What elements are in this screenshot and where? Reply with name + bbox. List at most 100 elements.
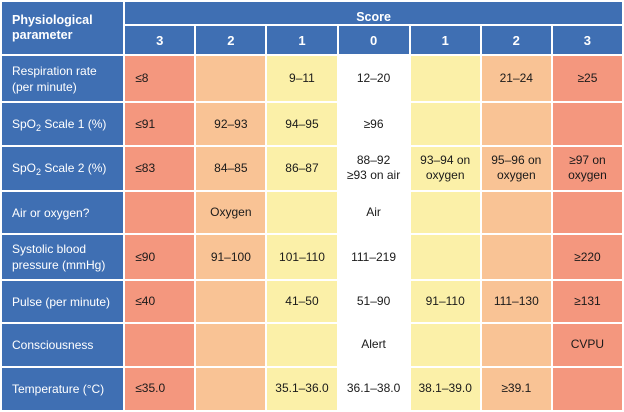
score-column-1-high: 1 — [410, 26, 480, 54]
row-label-pulse: Pulse (per minute) — [2, 280, 124, 323]
table-cell: 91–110 — [410, 280, 480, 323]
table-cell: 95–96 on oxygen — [481, 146, 551, 191]
table-cell — [481, 103, 551, 145]
table-cell: 92–93 — [196, 103, 266, 145]
table-cell: ≤90 — [125, 235, 195, 279]
table-row-spo2-scale-2: SpO2 Scale 2 (%) ≤83 84–85 86–87 88–92 ≥… — [2, 146, 622, 191]
table-cell: 21–24 — [481, 56, 551, 102]
table-cell: 91–100 — [196, 235, 266, 279]
table-cell: 93–94 on oxygen — [410, 146, 480, 191]
row-label-temperature: Temperature (°C) — [2, 367, 124, 410]
table-row-air-or-oxygen: Air or oxygen? Oxygen Air — [2, 192, 622, 234]
score-column-3-high: 3 — [552, 26, 622, 54]
table-cell: ≥25 — [552, 56, 622, 102]
table-cell: ≤8 — [125, 56, 195, 102]
table-cell — [267, 192, 337, 234]
row-label-line: pressure (mmHg) — [12, 258, 106, 273]
row-label-line: Air or oxygen? — [12, 205, 90, 220]
table-cell — [481, 192, 551, 234]
row-label-subscript: 2 — [36, 167, 42, 178]
score-columns-row: 3 2 1 0 1 2 3 — [2, 26, 622, 54]
score-column-1-low: 1 — [267, 26, 337, 54]
table-cell: ≥220 — [552, 235, 622, 279]
table-cell — [552, 367, 622, 410]
table-cell: 36.1–38.0 — [338, 367, 409, 410]
score-column-3-low: 3 — [125, 26, 195, 54]
table-cell: 9–11 — [267, 56, 337, 102]
table-row-consciousness: Consciousness Alert CVPU — [2, 324, 622, 366]
row-label-rest: Scale 2 (%) — [41, 161, 107, 176]
table-cell: ≥39.1 — [481, 367, 551, 410]
table-cell: 12–20 — [338, 56, 409, 102]
parameter-column-header: Physiological parameter — [2, 2, 124, 54]
row-label-spo2-scale-1: SpO2 Scale 1 (%) — [2, 103, 124, 145]
table-cell: CVPU — [552, 324, 622, 366]
table-cell — [410, 56, 480, 102]
table-cell: 51–90 — [338, 280, 409, 323]
row-label-line: (per minute) — [12, 79, 77, 94]
table-row-pulse: Pulse (per minute) ≤40 41–50 51–90 91–11… — [2, 280, 622, 323]
parameter-header-line: Physiological — [12, 13, 93, 27]
table-cell: Oxygen — [196, 192, 266, 234]
table-row-systolic-blood-pressure: Systolic blood pressure (mmHg) ≤90 91–10… — [2, 235, 622, 279]
table-cell — [196, 367, 266, 410]
table-cell: 84–85 — [196, 146, 266, 191]
table-cell: Air — [338, 192, 409, 234]
table-cell: ≤35.0 — [125, 367, 195, 410]
table-cell: 111–130 — [481, 280, 551, 323]
score-column-0: 0 — [338, 26, 409, 54]
table-cell — [410, 192, 480, 234]
table-cell: 94–95 — [267, 103, 337, 145]
table-cell — [552, 192, 622, 234]
row-label-line: Consciousness — [12, 337, 94, 352]
row-label-subscript: 2 — [36, 123, 42, 134]
table-cell — [481, 235, 551, 279]
row-label-line: Pulse (per minute) — [12, 294, 111, 309]
table-cell: 111–219 — [338, 235, 409, 279]
score-column-2-high: 2 — [481, 26, 551, 54]
row-label-line: Systolic blood — [12, 242, 87, 257]
table-cell: ≥97 on oxygen — [552, 146, 622, 191]
table-cell — [481, 324, 551, 366]
score-header: Score — [125, 2, 622, 24]
table-cell — [196, 280, 266, 323]
table-cell — [267, 324, 337, 366]
table-cell: 86–87 — [267, 146, 337, 191]
table-cell: ≤91 — [125, 103, 195, 145]
table-cell: ≤40 — [125, 280, 195, 323]
table-body: Respiration rate (per minute) ≤8 9–11 12… — [2, 56, 622, 410]
table-cell — [196, 324, 266, 366]
table-row-respiration-rate: Respiration rate (per minute) ≤8 9–11 12… — [2, 56, 622, 102]
table-cell: ≥131 — [552, 280, 622, 323]
row-label-respiration-rate: Respiration rate (per minute) — [2, 56, 124, 102]
table-cell: ≥96 — [338, 103, 409, 145]
row-label-air-or-oxygen: Air or oxygen? — [2, 192, 124, 234]
table-cell — [410, 235, 480, 279]
score-column-2-low: 2 — [196, 26, 266, 54]
table-cell — [410, 324, 480, 366]
table-cell — [410, 103, 480, 145]
table-cell: 35.1–36.0 — [267, 367, 337, 410]
table-cell: ≤83 — [125, 146, 195, 191]
row-label-systolic-blood-pressure: Systolic blood pressure (mmHg) — [2, 235, 124, 279]
table-header: Physiological parameter Score 3 2 1 0 1 … — [2, 2, 622, 54]
row-label-line: Respiration rate — [12, 63, 97, 78]
row-label-spo2-scale-2: SpO2 Scale 2 (%) — [2, 146, 124, 191]
row-label-main: SpO — [12, 161, 37, 176]
table-cell — [552, 103, 622, 145]
row-label-rest: Scale 1 (%) — [41, 117, 107, 132]
table-row-temperature: Temperature (°C) ≤35.0 35.1–36.0 36.1–38… — [2, 367, 622, 410]
table-cell: 88–92 ≥93 on air — [338, 146, 409, 191]
table-cell — [196, 56, 266, 102]
table-cell — [125, 192, 195, 234]
row-label-line: Temperature (°C) — [12, 381, 105, 396]
table-cell — [125, 324, 195, 366]
table-cell: 101–110 — [267, 235, 337, 279]
table-row-spo2-scale-1: SpO2 Scale 1 (%) ≤91 92–93 94–95 ≥96 — [2, 103, 622, 145]
row-label-main: SpO — [12, 117, 37, 132]
row-label-consciousness: Consciousness — [2, 324, 124, 366]
table-cell: Alert — [338, 324, 409, 366]
table-cell: 41–50 — [267, 280, 337, 323]
table-cell: 38.1–39.0 — [410, 367, 480, 410]
